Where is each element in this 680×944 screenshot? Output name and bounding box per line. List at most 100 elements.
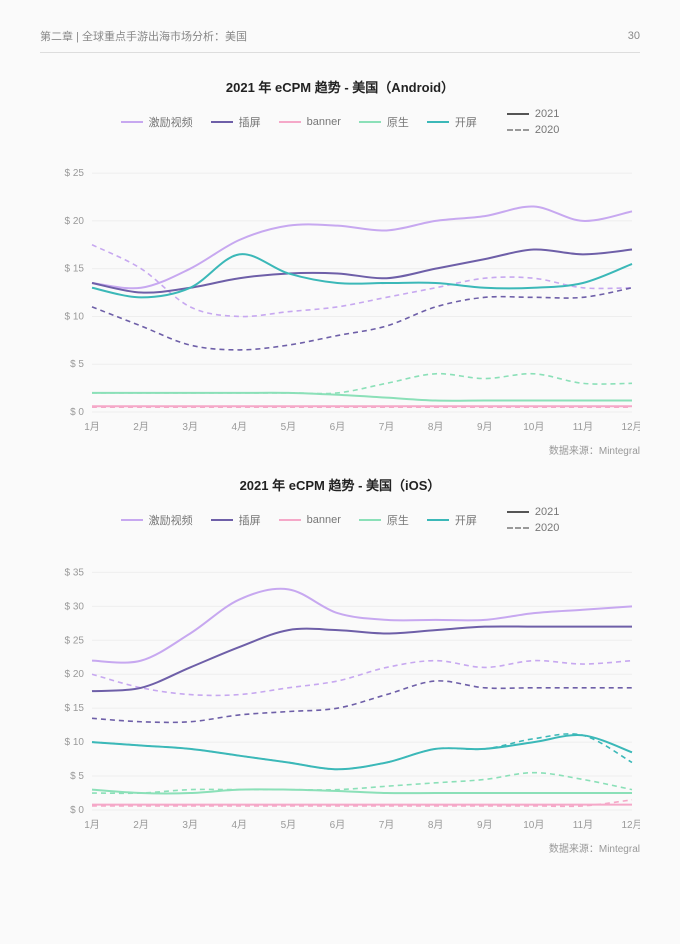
y-tick-label: $ 20 [65,216,85,227]
y-tick-label: $ 15 [65,264,85,275]
chart-plot-area: $ 0 $ 5 $ 10 $ 15 $ 20 $ 25 $ 30 $ 35 1月 2月 3月 4月 5月… [40,544,640,834]
legend-item-banner: banner [279,116,341,128]
y-tick-label: $ 0 [70,407,84,418]
x-tick-label: 9月 [477,819,493,831]
chart-legend: 激励视频 插屏 banner 原生 开屏 2021 2020 [40,108,640,136]
y-tick-label: $ 0 [70,805,84,816]
x-tick-label: 9月 [477,421,493,433]
x-tick-label: 1月 [84,421,100,433]
line-chart: $ 0$ 5$ 10$ 15$ 20$ 251月2月3月4月5月6月7月8月9月… [40,146,640,436]
series-rewarded_video-2020 [92,245,632,317]
legend-item-native: 原生 [359,114,409,130]
y-tick-label: $ 30 [65,601,85,612]
x-tick-label: 6月 [330,421,346,433]
y-tick-label: $ 20 [65,669,85,680]
legend-swatch [121,519,143,521]
legend-swatch [359,121,381,123]
legend-label: 2021 [535,108,559,120]
legend-year-2021: 2021 [507,506,559,518]
legend-swatch [427,121,449,123]
legend-swatch [427,519,449,521]
legend-label: 原生 [387,512,409,528]
legend-item-banner: banner [279,514,341,526]
series-splash-2021 [92,735,632,769]
breadcrumb: 第二章 | 全球重点手游出海市场分析：美国 [40,28,247,44]
x-tick-label: 2月 [133,421,149,433]
x-tick-label: 12月 [621,819,640,831]
legend-item-interstitial: 插屏 [211,114,261,130]
legend-label: 开屏 [455,512,477,528]
y-tick-label: $ 35 [65,567,85,578]
y-tick-label: $ 5 [70,771,84,782]
page-header: 第二章 | 全球重点手游出海市场分析：美国 30 [40,28,640,53]
legend-item-rewarded_video: 激励视频 [121,512,193,528]
chart-legend: 激励视频 插屏 banner 原生 开屏 2021 2020 [40,506,640,534]
y-tick-label: $ 10 [65,311,85,322]
page-number: 30 [628,30,640,42]
x-tick-label: 7月 [379,421,395,433]
legend-label: 原生 [387,114,409,130]
legend-label: 激励视频 [149,512,193,528]
legend-year-2020: 2020 [507,522,559,534]
legend-label: banner [307,514,341,526]
x-tick-label: 3月 [182,421,198,433]
chart-source: 数据来源：Mintegral [40,442,640,457]
x-tick-label: 10月 [523,421,544,433]
chart-source: 数据来源：Mintegral [40,840,640,855]
series-native-2020 [92,374,632,394]
legend-swatch [359,519,381,521]
legend-item-native: 原生 [359,512,409,528]
chart-title: 2021 年 eCPM 趋势 - 美国（iOS） [40,475,640,494]
x-tick-label: 2月 [133,819,149,831]
legend-label: 插屏 [239,512,261,528]
series-rewarded_video-2020 [92,661,632,696]
legend-item-interstitial: 插屏 [211,512,261,528]
chart-plot-area: $ 0$ 5$ 10$ 15$ 20$ 251月2月3月4月5月6月7月8月9月… [40,146,640,436]
legend-years: 2021 2020 [507,506,559,534]
x-tick-label: 11月 [573,819,593,831]
legend-label: banner [307,116,341,128]
x-tick-label: 3月 [182,819,198,831]
legend-swatch [507,527,529,529]
legend-year-2020: 2020 [507,124,559,136]
legend-item-rewarded_video: 激励视频 [121,114,193,130]
legend-year-2021: 2021 [507,108,559,120]
series-interstitial-2020 [92,681,632,723]
y-tick-label: $ 25 [65,635,85,646]
x-tick-label: 4月 [231,421,247,433]
legend-swatch [507,113,529,115]
x-tick-label: 8月 [428,819,444,831]
x-tick-label: 12月 [621,421,640,433]
x-tick-label: 1月 [84,819,100,831]
x-tick-label: 5月 [281,819,297,831]
series-interstitial-2020 [92,288,632,350]
legend-item-splash: 开屏 [427,512,477,528]
y-tick-label: $ 15 [65,703,85,714]
legend-label: 2020 [535,124,559,136]
series-native-2021 [92,393,632,401]
legend-swatch [279,519,301,521]
legend-years: 2021 2020 [507,108,559,136]
legend-swatch [211,519,233,521]
legend-label: 开屏 [455,114,477,130]
line-chart: $ 0 $ 5 $ 10 $ 15 $ 20 $ 25 $ 30 $ 35 1月 2月 3月 4月 5月… [40,544,640,834]
legend-swatch [279,121,301,123]
x-tick-label: 10月 [523,819,544,831]
y-tick-label: $ 5 [70,359,84,370]
x-tick-label: 4月 [231,819,247,831]
series-interstitial-2021 [92,626,632,691]
legend-label: 2021 [535,506,559,518]
y-tick-label: $ 25 [65,168,85,179]
legend-swatch [211,121,233,123]
legend-swatch [507,129,529,131]
x-tick-label: 11月 [573,421,593,433]
x-tick-label: 5月 [281,421,297,433]
charts-container: 2021 年 eCPM 趋势 - 美国（Android） 激励视频 插屏 ban… [40,77,640,855]
x-tick-label: 7月 [379,819,395,831]
legend-label: 激励视频 [149,114,193,130]
legend-item-splash: 开屏 [427,114,477,130]
chart-title: 2021 年 eCPM 趋势 - 美国（Android） [40,77,640,96]
y-tick-label: $ 10 [65,737,85,748]
legend-swatch [121,121,143,123]
legend-label: 插屏 [239,114,261,130]
